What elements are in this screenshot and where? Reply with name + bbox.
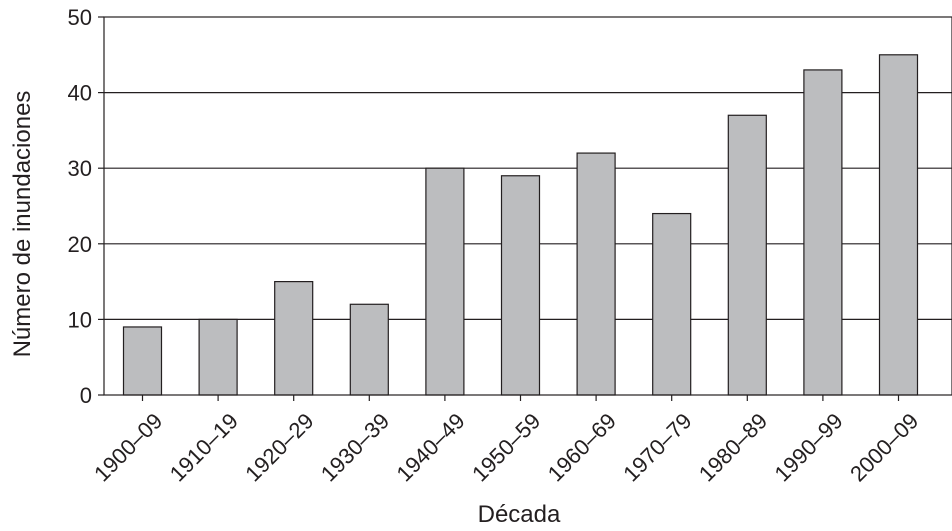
y-axis-title: Número de inundaciones bbox=[9, 91, 36, 358]
y-tick-label: 0 bbox=[80, 383, 92, 408]
x-tick-label: 1970–79 bbox=[618, 408, 696, 486]
x-tick-labels: 1900–091910–191920–291930–391940–491950–… bbox=[89, 395, 923, 486]
bar-1950–59 bbox=[500, 175, 541, 396]
x-tick-label: 1930–39 bbox=[316, 408, 394, 486]
y-tick-label: 20 bbox=[68, 232, 92, 257]
bar-1940–49 bbox=[425, 167, 465, 396]
bar-1980–89 bbox=[727, 114, 767, 396]
plot-frame bbox=[103, 16, 952, 396]
x-tick-label: 1960–69 bbox=[543, 408, 621, 486]
axes bbox=[103, 16, 952, 396]
x-axis-title: Década bbox=[478, 501, 561, 528]
bar-1910–19 bbox=[198, 318, 238, 396]
x-tick-label: 2000–09 bbox=[845, 408, 923, 486]
bar-1900–09 bbox=[122, 326, 163, 396]
y-tick-label: 10 bbox=[68, 307, 92, 332]
x-tick-label: 1950–59 bbox=[467, 408, 545, 486]
bars bbox=[122, 54, 919, 396]
y-tick-label: 50 bbox=[68, 5, 92, 30]
x-tick-label: 1980–89 bbox=[694, 408, 772, 486]
bar-1930–39 bbox=[349, 303, 389, 396]
x-tick-label: 1910–19 bbox=[165, 408, 243, 486]
x-tick-label: 1990–99 bbox=[770, 408, 848, 486]
bar-1990–99 bbox=[803, 69, 843, 396]
x-tick-label: 1900–09 bbox=[89, 408, 167, 486]
bar-1960–69 bbox=[576, 152, 616, 396]
x-tick-label: 1940–49 bbox=[392, 408, 470, 486]
bar-1920–29 bbox=[274, 281, 314, 396]
bar-2000–09 bbox=[878, 54, 919, 396]
x-tick-label: 1920–29 bbox=[240, 408, 318, 486]
y-tick-label: 40 bbox=[68, 81, 92, 106]
bar-1970–79 bbox=[652, 212, 692, 396]
y-tick-label: 30 bbox=[68, 156, 92, 181]
y-tick-labels: 0 10 20 30 40 50 bbox=[68, 5, 104, 408]
